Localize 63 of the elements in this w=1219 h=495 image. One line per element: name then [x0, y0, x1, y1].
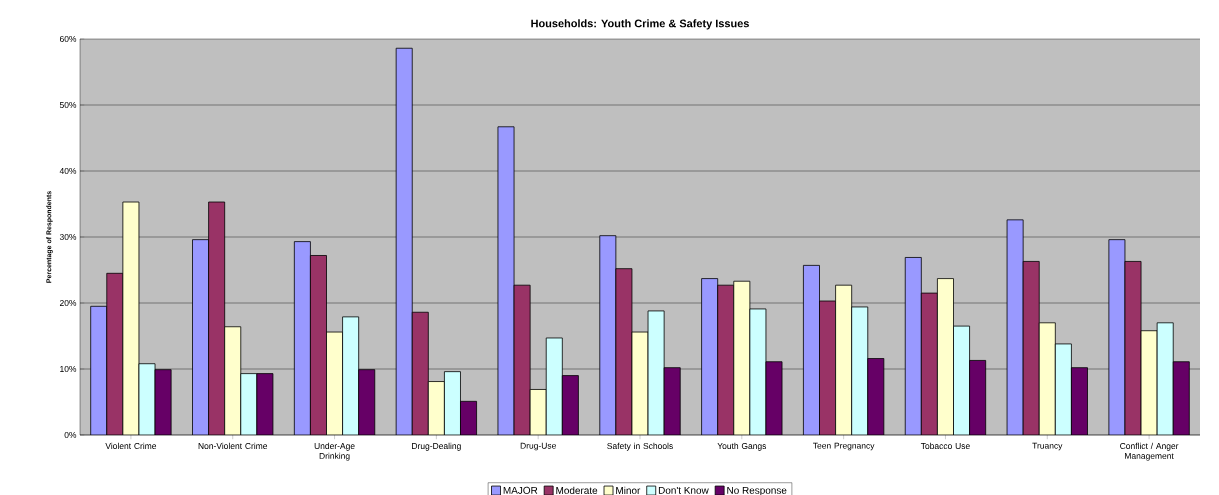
- y-tick-label: 20%: [59, 300, 77, 306]
- bar: [208, 201, 226, 435]
- bar: [937, 278, 954, 435]
- y-tick-label: 30%: [59, 234, 77, 240]
- bar: [192, 239, 209, 435]
- bar: [106, 272, 124, 435]
- y-tick-label: 60%: [59, 36, 77, 42]
- y-tick-label: 10%: [60, 366, 77, 372]
- y-tick-label: 40%: [59, 168, 77, 174]
- bar: [411, 311, 429, 435]
- bar: [904, 257, 922, 435]
- x-tick-label: Tobacco Use: [920, 442, 970, 449]
- x-tick-label: Non-Violent Crime: [198, 442, 268, 449]
- bar: [1023, 261, 1040, 435]
- bar: [545, 337, 563, 435]
- x-tick-label: Youth Gangs: [717, 442, 767, 451]
- legend-label: No Response: [727, 486, 787, 495]
- bar: [358, 369, 376, 435]
- bar: [529, 389, 547, 435]
- bar: [1071, 367, 1088, 435]
- legend-label: Minor: [616, 486, 641, 495]
- bar: [733, 280, 751, 435]
- x-tick-label: Conflict / Anger Management: [1120, 442, 1179, 461]
- legend-label: Don't Know: [658, 486, 709, 494]
- x-tick-label: Drug-Dealing: [412, 442, 461, 451]
- bar: [427, 381, 445, 435]
- bar: [1172, 361, 1190, 435]
- bar: [90, 305, 108, 435]
- bar: [867, 358, 885, 435]
- x-tick-label: Truancy: [1032, 442, 1063, 451]
- bar: [1055, 343, 1072, 435]
- bar: [395, 47, 413, 435]
- y-tick-label: 0%: [64, 432, 77, 438]
- bar: [444, 371, 461, 435]
- bar: [953, 325, 970, 435]
- bar: [561, 375, 579, 435]
- bar: [1039, 322, 1056, 435]
- bar: [240, 373, 258, 435]
- x-tick-label: Safety in Schools: [607, 442, 673, 451]
- y-tick-label: 50%: [59, 102, 77, 108]
- x-tick-label: Under-Age Drinking: [314, 442, 355, 461]
- bar: [663, 367, 681, 435]
- bar: [819, 300, 836, 435]
- bar: [326, 331, 343, 435]
- bar: [803, 264, 820, 435]
- bar: [851, 306, 869, 435]
- bar: [224, 326, 242, 435]
- x-tick-label: Violent Crime: [105, 442, 157, 449]
- bar: [1156, 322, 1174, 435]
- bar: [969, 360, 987, 435]
- bar: [835, 284, 853, 435]
- x-tick-label: Teen Pregnancy: [812, 442, 875, 451]
- bar: [599, 235, 617, 435]
- chart-title: Households: Youth Crime & Safety Issues: [531, 19, 749, 30]
- bar: [701, 278, 719, 435]
- bar: [293, 241, 311, 435]
- bar: [342, 316, 360, 435]
- x-tick-label: Drug-Use: [520, 442, 556, 451]
- bar: [920, 292, 938, 435]
- legend-label: MAJOR: [503, 486, 538, 494]
- legend-label: Moderate: [556, 486, 598, 495]
- bar: [310, 255, 327, 435]
- bar: [717, 284, 735, 435]
